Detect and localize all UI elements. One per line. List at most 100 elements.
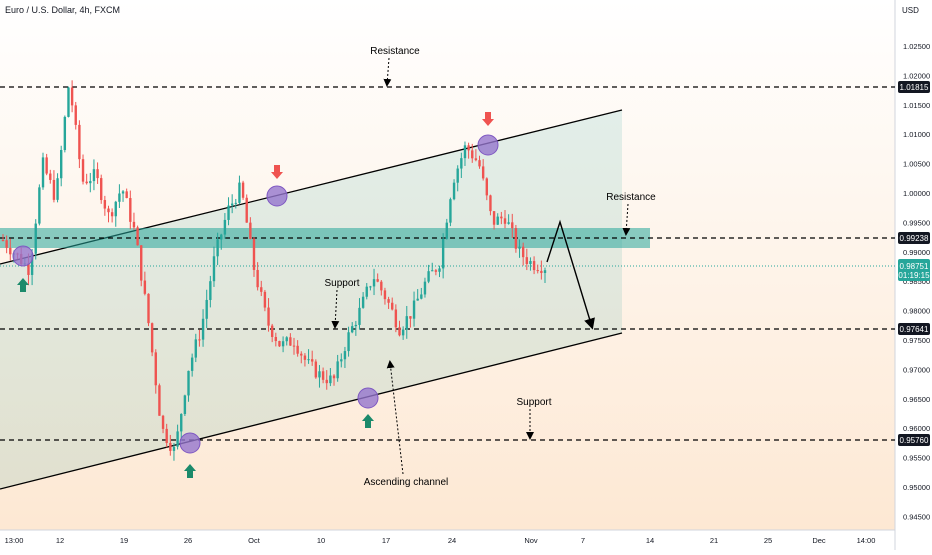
time-tick-label: Nov bbox=[524, 536, 538, 545]
time-tick-label: 17 bbox=[382, 536, 390, 545]
channel-lower-line[interactable] bbox=[0, 332, 623, 490]
support-low-label: Support bbox=[516, 397, 551, 408]
candle-body bbox=[263, 291, 267, 308]
candle-body bbox=[5, 240, 8, 248]
candle-body bbox=[478, 160, 481, 167]
price-tick-label: 1.01500 bbox=[903, 101, 930, 110]
candle-body bbox=[252, 238, 256, 270]
candle-body bbox=[245, 197, 248, 223]
candle-body bbox=[27, 263, 30, 275]
candle-body bbox=[63, 116, 67, 151]
candle-body bbox=[165, 428, 168, 443]
up-arrow-icon bbox=[362, 414, 374, 428]
candle-body bbox=[310, 359, 314, 362]
candle-body bbox=[456, 168, 459, 183]
price-tick-label: 0.97000 bbox=[903, 365, 930, 374]
candle-body bbox=[41, 157, 45, 188]
candle-body bbox=[249, 222, 252, 239]
touch-circle[interactable] bbox=[179, 432, 201, 454]
candle-body bbox=[241, 182, 245, 198]
candle-body bbox=[285, 337, 288, 342]
candle-body bbox=[220, 234, 223, 240]
candle-body bbox=[438, 268, 441, 272]
time-tick-label: Oct bbox=[248, 536, 261, 545]
candle-body bbox=[529, 261, 532, 264]
projection-path[interactable] bbox=[546, 219, 595, 330]
time-tick-label: 14 bbox=[646, 536, 654, 545]
touch-circle[interactable] bbox=[477, 134, 499, 156]
candle-body bbox=[125, 191, 128, 199]
candle-body bbox=[60, 150, 63, 179]
candle-body bbox=[169, 442, 172, 451]
candle-body bbox=[70, 87, 74, 106]
candle-body bbox=[489, 195, 492, 212]
level-badge-text: 0.99238 bbox=[900, 234, 929, 243]
up-arrow-icon bbox=[184, 464, 196, 478]
candle-body bbox=[132, 221, 136, 228]
price-tick-label: 0.95000 bbox=[903, 483, 930, 492]
chart-title[interactable]: Euro / U.S. Dollar, 4h, FXCM bbox=[5, 5, 120, 15]
time-tick-label: 19 bbox=[120, 536, 128, 545]
price-tick-label: 0.99000 bbox=[903, 248, 930, 257]
candle-body bbox=[431, 270, 434, 272]
candle-body bbox=[525, 257, 529, 264]
candle-body bbox=[318, 371, 321, 378]
candle-body bbox=[471, 150, 474, 159]
time-tick-label: 21 bbox=[710, 536, 718, 545]
candle-body bbox=[452, 182, 456, 200]
currency-label: USD bbox=[902, 6, 919, 15]
channel-fill bbox=[0, 110, 622, 489]
candle-body bbox=[321, 371, 325, 380]
candle-body bbox=[540, 270, 543, 273]
time-axis-panel bbox=[0, 530, 895, 550]
candle-body bbox=[463, 145, 467, 159]
candle-body bbox=[445, 222, 448, 239]
candle-body bbox=[154, 352, 157, 386]
candle-body bbox=[96, 169, 99, 179]
candle-body bbox=[289, 337, 292, 346]
time-tick-label: 26 bbox=[184, 536, 192, 545]
candle-body bbox=[270, 325, 274, 337]
level-badge-text: 0.97641 bbox=[900, 325, 929, 334]
candle-body bbox=[314, 361, 318, 378]
candle-body bbox=[238, 182, 241, 203]
candle-body bbox=[1, 240, 5, 242]
touch-circle[interactable] bbox=[357, 387, 379, 409]
candle-body bbox=[114, 201, 117, 217]
candle-body bbox=[481, 166, 485, 179]
candle-body bbox=[511, 222, 514, 229]
candle-body bbox=[354, 324, 358, 327]
candle-body bbox=[194, 339, 197, 358]
candle-body bbox=[260, 287, 263, 292]
touch-circle[interactable] bbox=[12, 245, 34, 267]
candle-body bbox=[496, 216, 499, 225]
candle-body bbox=[467, 145, 470, 151]
candle-body bbox=[332, 375, 336, 379]
candle-body bbox=[74, 105, 77, 125]
resistance-right-leader bbox=[622, 203, 631, 236]
candle-body bbox=[372, 279, 376, 287]
candle-body bbox=[376, 279, 379, 282]
price-tick-label: 1.01000 bbox=[903, 130, 930, 139]
price-tick-label: 0.98000 bbox=[903, 307, 930, 316]
down-arrow-icon bbox=[271, 165, 283, 179]
ascending-channel-label: Ascending channel bbox=[364, 477, 449, 488]
candle-body bbox=[81, 159, 85, 182]
candle-body bbox=[398, 327, 401, 336]
candle-body bbox=[340, 359, 343, 362]
touch-circle[interactable] bbox=[266, 185, 288, 207]
candle-body bbox=[30, 253, 34, 275]
candle-body bbox=[387, 299, 390, 303]
price-tick-label: 0.96500 bbox=[903, 395, 930, 404]
candle-body bbox=[427, 271, 430, 282]
candle-body bbox=[307, 359, 310, 361]
candle-body bbox=[383, 290, 387, 300]
candle-body bbox=[216, 239, 219, 257]
price-tick-label: 0.98500 bbox=[903, 277, 930, 286]
candle-body bbox=[34, 223, 37, 254]
level-badge bbox=[898, 232, 930, 244]
candle-body bbox=[89, 181, 92, 184]
candle-body bbox=[521, 246, 525, 258]
